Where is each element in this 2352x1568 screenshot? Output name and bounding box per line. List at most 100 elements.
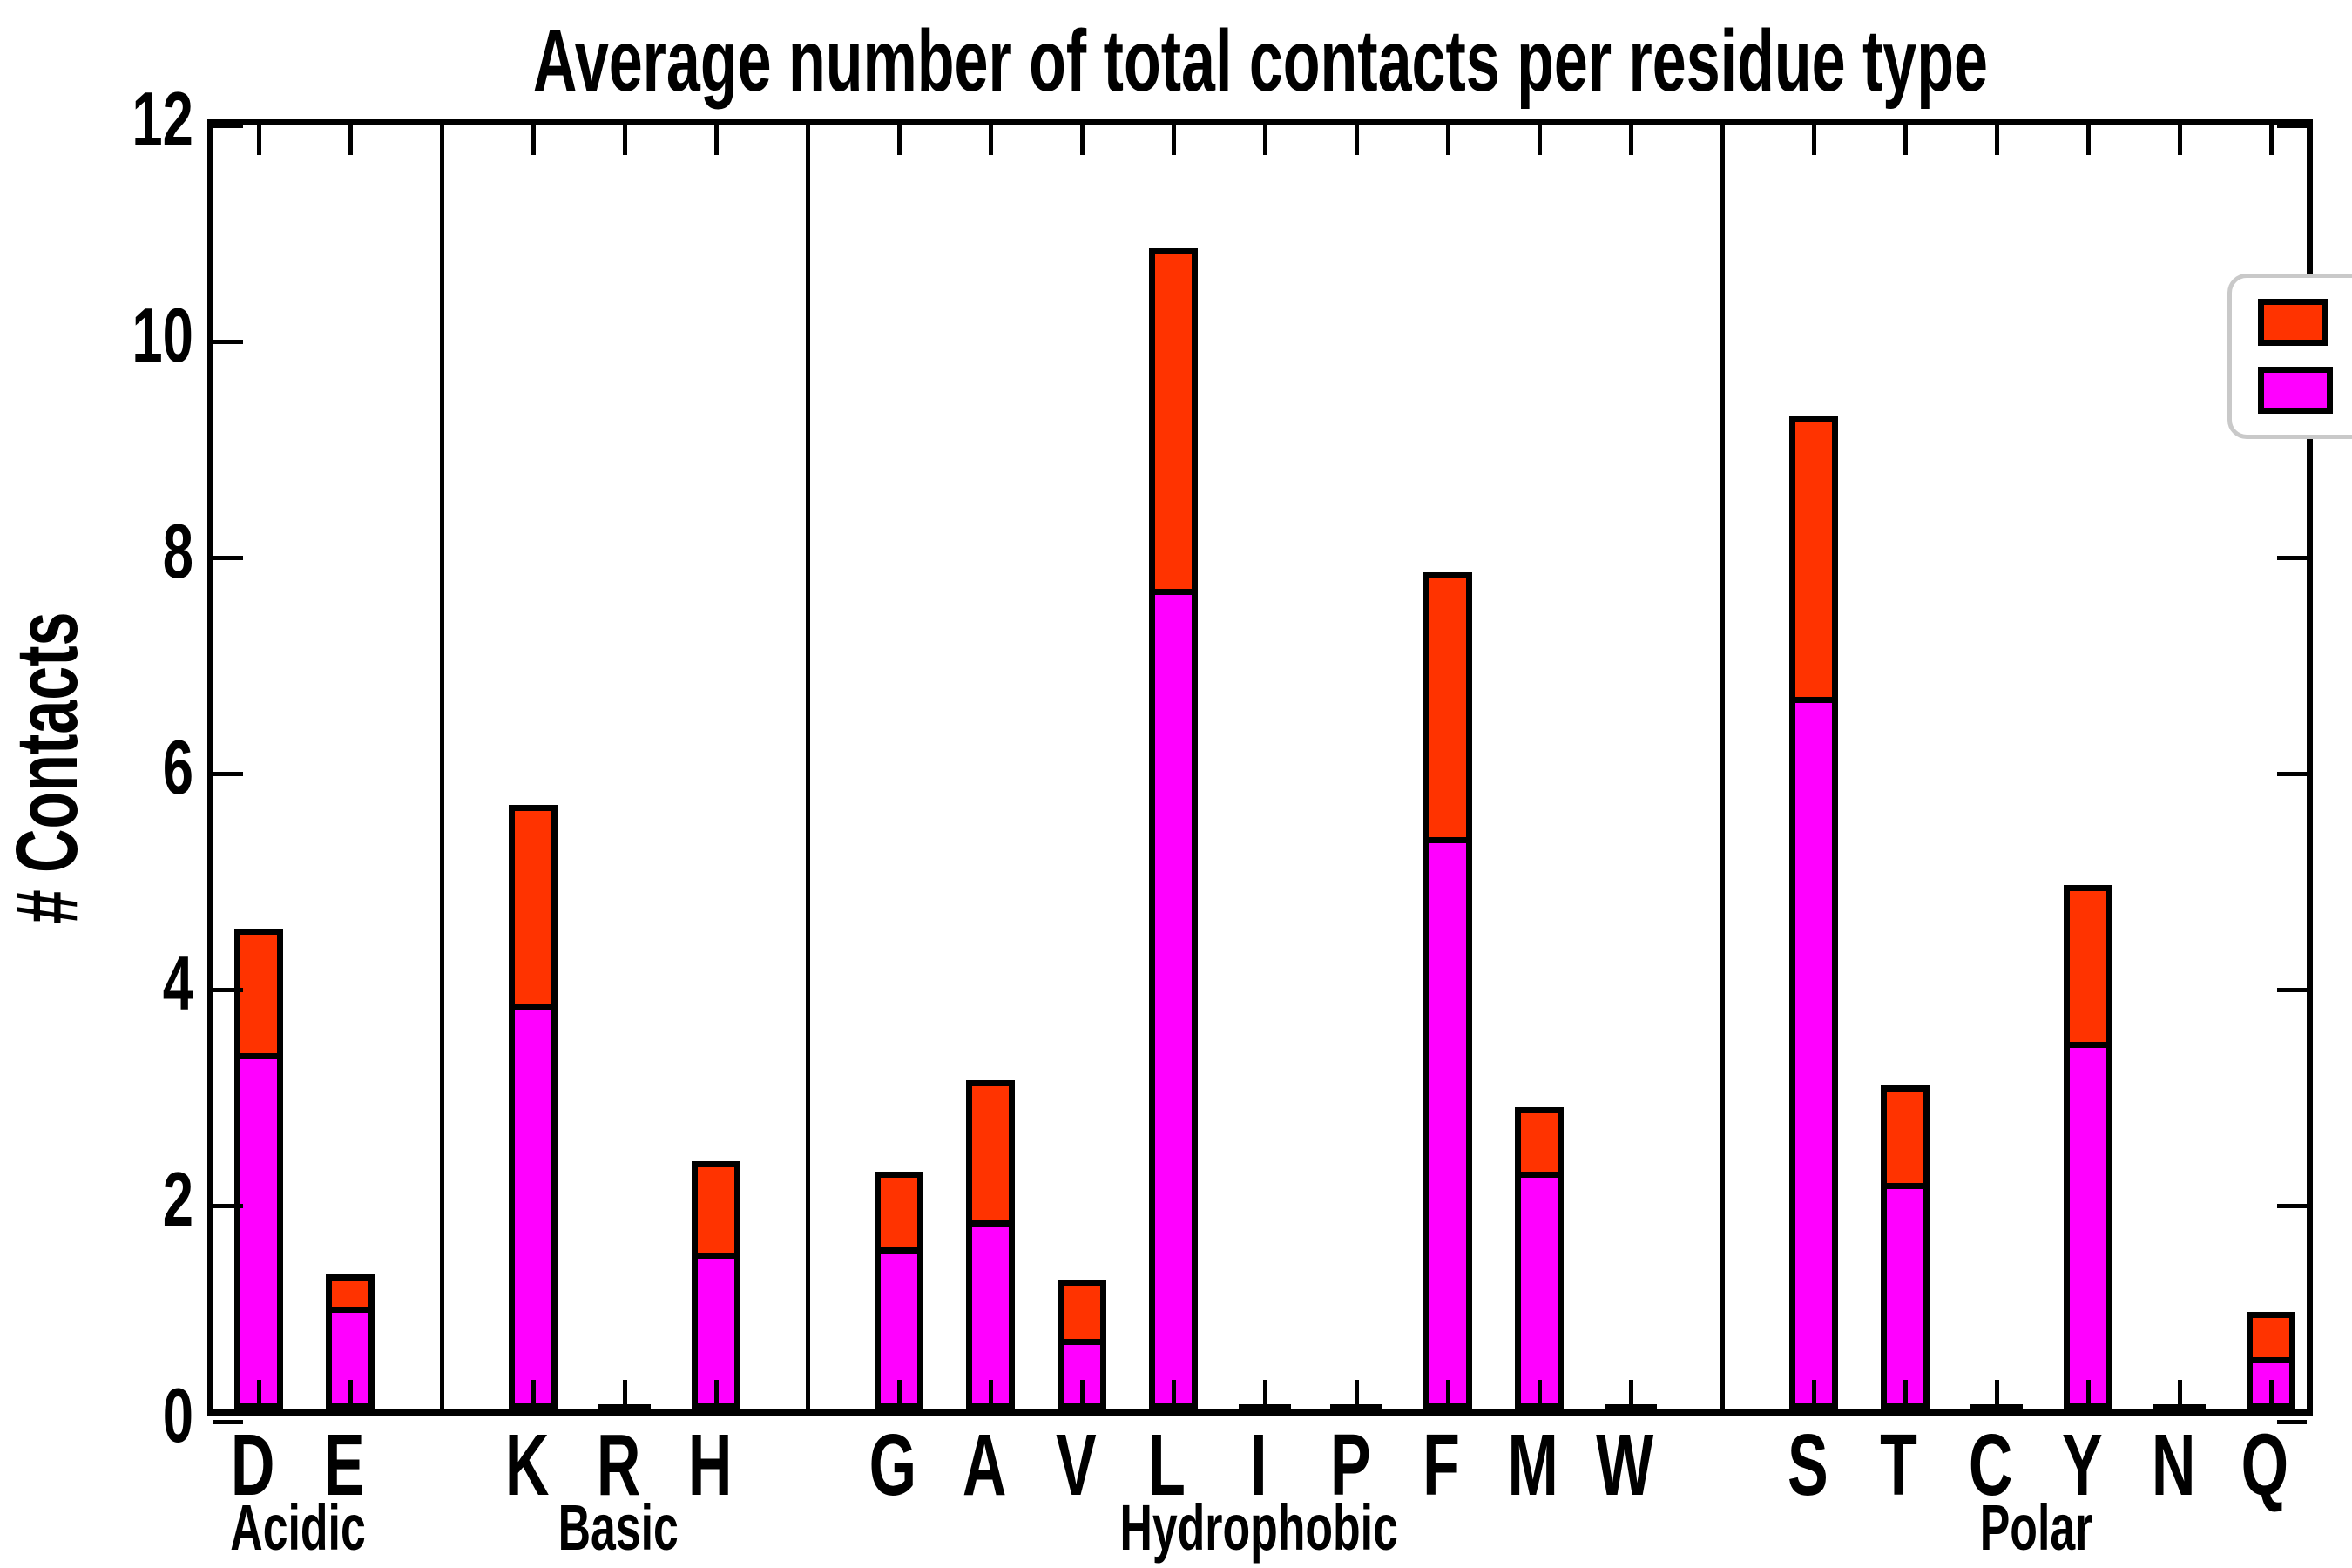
x-label-D: D xyxy=(207,1416,298,1514)
bar-M-popg xyxy=(1515,1107,1564,1178)
bar-T-popg xyxy=(1881,1085,1930,1189)
x-tick-top-D xyxy=(256,125,261,155)
x-tick-bottom-Q xyxy=(2268,1380,2274,1409)
x-label-M: M xyxy=(1488,1422,1578,1509)
y-tick-left-8 xyxy=(213,555,243,560)
y-tick-right-12 xyxy=(2277,123,2307,128)
x-label-text-D: D xyxy=(230,1416,275,1514)
x-label-text-T: T xyxy=(1880,1416,1918,1514)
group-label-hydrophobic: Hydrophobic xyxy=(997,1491,1520,1564)
x-tick-top-E xyxy=(348,125,353,155)
x-tick-bottom-Y xyxy=(2085,1380,2091,1409)
legend-swatch-pope xyxy=(2258,367,2334,414)
x-tick-top-G xyxy=(896,125,902,155)
bar-D-popg xyxy=(234,929,283,1059)
x-label-I: I xyxy=(1213,1416,1304,1514)
x-tick-top-M xyxy=(1537,125,1542,155)
bar-K-popg xyxy=(509,805,558,1010)
x-tick-top-I xyxy=(1262,125,1267,155)
group-label-text-polar: Polar xyxy=(1979,1491,2093,1564)
y-tick-label-0: 0 xyxy=(0,1372,193,1459)
x-label-S: S xyxy=(1762,1416,1853,1514)
x-label-text-N: N xyxy=(2151,1416,2196,1514)
x-label-text-Y: Y xyxy=(2061,1416,2103,1514)
x-tick-top-A xyxy=(988,125,993,155)
bar-L-popg xyxy=(1149,248,1198,595)
chart-title: Average number of total contacts per res… xyxy=(207,17,2313,105)
x-tick-top-C xyxy=(1994,125,1999,155)
x-tick-bottom-C xyxy=(1994,1380,1999,1409)
y-tick-label-text-6: 6 xyxy=(162,724,193,810)
x-label-N: N xyxy=(2128,1416,2219,1514)
x-label-text-I: I xyxy=(1250,1416,1267,1514)
bar-H-popg xyxy=(692,1161,740,1259)
bar-Y-popg xyxy=(2064,885,2112,1048)
y-tick-right-0 xyxy=(2277,1419,2307,1424)
bar-D-pope xyxy=(234,1053,283,1409)
x-tick-bottom-E xyxy=(348,1380,353,1409)
y-tick-left-6 xyxy=(213,771,243,776)
group-label-polar: Polar xyxy=(1775,1491,2298,1564)
group-divider xyxy=(439,125,444,1409)
x-tick-bottom-K xyxy=(531,1380,536,1409)
bar-Q-popg xyxy=(2247,1312,2295,1363)
y-tick-label-8: 8 xyxy=(0,508,193,595)
x-tick-bottom-N xyxy=(2177,1380,2182,1409)
bar-K-pope xyxy=(509,1004,558,1409)
x-tick-bottom-A xyxy=(988,1380,993,1409)
x-tick-bottom-W xyxy=(1628,1380,1633,1409)
x-tick-top-Q xyxy=(2268,125,2274,155)
x-tick-top-V xyxy=(1079,125,1085,155)
x-tick-top-R xyxy=(622,125,627,155)
y-tick-label-4: 4 xyxy=(0,940,193,1027)
y-tick-label-text-8: 8 xyxy=(162,508,193,594)
x-label-G: G xyxy=(848,1416,938,1514)
x-label-text-G: G xyxy=(868,1416,917,1514)
bar-S-popg xyxy=(1789,416,1838,703)
x-tick-bottom-I xyxy=(1262,1380,1267,1409)
bar-V-popg xyxy=(1058,1280,1106,1345)
x-tick-top-F xyxy=(1445,125,1450,155)
x-label-text-A: A xyxy=(962,1416,1007,1514)
group-label-text-acidic: Acidic xyxy=(230,1491,367,1564)
x-tick-top-L xyxy=(1171,125,1176,155)
x-tick-bottom-M xyxy=(1537,1380,1542,1409)
x-tick-top-H xyxy=(713,125,719,155)
x-label-text-H: H xyxy=(687,1416,733,1514)
x-label-text-S: S xyxy=(1787,1416,1828,1514)
x-label-E: E xyxy=(299,1416,389,1514)
x-tick-bottom-L xyxy=(1171,1380,1176,1409)
x-tick-top-T xyxy=(1903,125,1908,155)
y-tick-left-12 xyxy=(213,123,243,128)
y-tick-right-4 xyxy=(2277,987,2307,992)
x-label-text-Q: Q xyxy=(2240,1416,2289,1514)
x-tick-bottom-T xyxy=(1903,1380,1908,1409)
x-tick-bottom-V xyxy=(1079,1380,1085,1409)
x-label-H: H xyxy=(665,1416,755,1514)
plot-area: POPG POPE xyxy=(207,119,2352,1424)
x-tick-top-P xyxy=(1354,125,1359,155)
x-label-Y: Y xyxy=(2037,1416,2127,1514)
x-label-K: K xyxy=(482,1422,572,1509)
y-tick-right-2 xyxy=(2277,1203,2307,1208)
x-label-text-V: V xyxy=(1055,1416,1097,1514)
bar-L-pope xyxy=(1149,589,1198,1409)
y-tick-label-text-10: 10 xyxy=(132,292,193,378)
bar-S-pope xyxy=(1789,697,1838,1409)
x-label-text-R: R xyxy=(596,1416,641,1514)
y-tick-label-text-4: 4 xyxy=(162,940,193,1026)
x-label-text-E: E xyxy=(323,1416,365,1514)
x-label-V: V xyxy=(1031,1416,1121,1514)
group-label-text-hydrophobic: Hydrophobic xyxy=(1119,1491,1398,1564)
bar-F-pope xyxy=(1423,837,1472,1409)
legend-row-popg: POPG xyxy=(2258,298,2352,347)
bar-G-popg xyxy=(875,1172,923,1254)
x-label-A: A xyxy=(939,1416,1030,1514)
x-tick-bottom-D xyxy=(256,1380,261,1409)
y-tick-left-0 xyxy=(213,1419,243,1424)
y-tick-label-2: 2 xyxy=(0,1156,193,1243)
x-label-text-W: W xyxy=(1595,1416,1654,1514)
group-divider xyxy=(805,125,810,1409)
legend: POPG POPE xyxy=(2227,274,2352,439)
